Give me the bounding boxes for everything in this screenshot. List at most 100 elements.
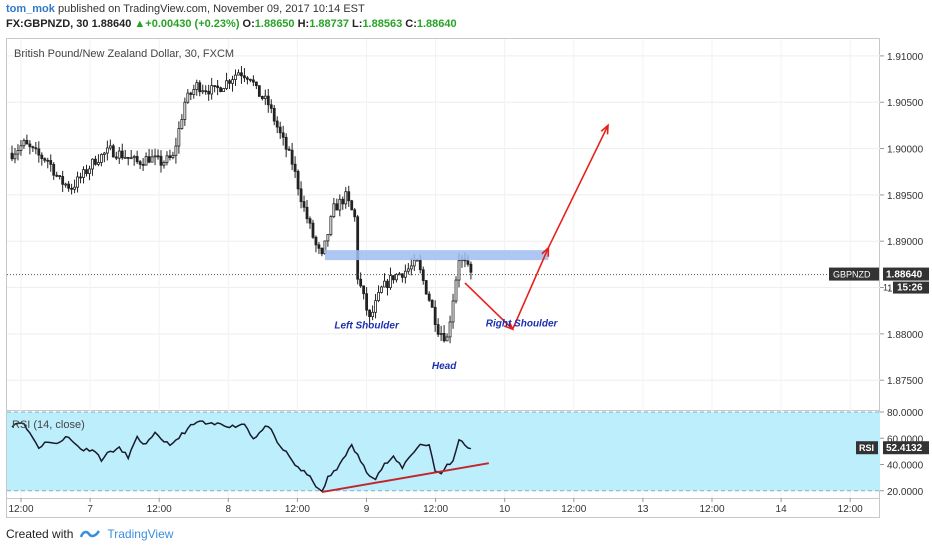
time-tick-label: 7 [87,504,93,515]
rsi-tick-label: 20.0000 [887,487,924,498]
candle-body [234,74,237,81]
candle-body [326,234,330,242]
candle-body [189,92,193,95]
rsi-tick-label: 40.0000 [887,461,924,472]
candle-body [198,82,202,93]
candle-body [147,156,151,163]
candle-body [55,174,59,177]
candle-body [356,216,360,280]
candle-body [183,101,187,120]
candle-body [418,259,422,271]
candle-body [141,163,145,166]
candle-body [442,333,446,342]
candle-body [100,154,103,163]
candle-body [246,77,249,80]
candle-body [105,147,109,154]
candle-body [302,201,306,208]
price-axis[interactable]: 1.910001.905001.900001.895001.890001.885… [829,52,929,498]
candle-body [159,155,163,166]
candle-body [395,273,398,281]
candle-body [362,285,366,295]
candle-body [430,299,434,308]
candle-body [186,92,190,103]
time-axis[interactable]: 12:00 7 12:00 8 12:00 9 12:00 10 12:00 13 12:00 14 1… [8,498,863,515]
rsi-band [7,411,880,492]
author-name[interactable]: tom_mok [6,3,55,15]
candle-body [251,79,255,83]
time-tick-label: 12:00 [147,504,172,515]
high-value: 1.88737 [309,18,349,30]
candle-body [415,259,419,262]
countdown-tag [893,281,929,294]
candle-body [13,153,17,160]
candle-body [97,162,100,165]
footer: Created with TradingView [6,527,173,541]
price-tick-label: 1.89000 [887,237,924,248]
annotations: Left Shoulder Head Right Shoulder [7,123,880,372]
rsi-title: RSI (14, close) [12,419,85,431]
candle-body [389,275,392,289]
candle-body [269,104,273,109]
arrow-head [600,123,609,135]
publish-info: tom_mok published on TradingView.com, No… [6,3,365,15]
candle-body [25,140,29,145]
candle-body [31,146,35,149]
projection-arrow [464,282,514,330]
candle-body [266,95,270,106]
candle-body [284,136,288,150]
candle-body [359,278,363,287]
candle-body [111,145,115,158]
candle-body [43,158,47,161]
candle-body [177,128,181,147]
candle-body [22,140,26,147]
candle-body [293,163,297,172]
grid [7,39,880,498]
candle-body [237,72,240,76]
candle-body [153,155,157,158]
time-tick-label: 8 [226,504,232,515]
candle-body [406,268,410,272]
candle-body [222,88,225,93]
candle-body [439,333,443,335]
candle-body [67,183,71,189]
candle-body [34,147,38,150]
candle-body [296,170,300,190]
time-tick-label: 10 [499,504,511,515]
time-tick-label: 12:00 [285,504,310,515]
candle-body [254,81,258,87]
candle-body [219,87,223,93]
candle-body [174,145,178,156]
candle-body [46,159,50,162]
candle-body [171,154,175,159]
rsi-pane: RSI 52.4132 [11,420,929,494]
candle-body [335,203,339,211]
candle-body [91,158,94,170]
candle-body [329,216,333,235]
candle-body [290,149,294,165]
candle-body [275,120,279,128]
candle-body [40,154,44,160]
candle-body [195,82,199,90]
candle-body [341,198,345,205]
candle-body [272,107,276,122]
candle-body [287,148,291,151]
rsi-band-fill [7,412,880,491]
candle-body [156,155,160,158]
candle-body [320,247,324,255]
candle-body [260,96,264,99]
rsi-value: 52.4132 [886,443,923,454]
candle-body [377,292,380,302]
candle-body [424,280,428,295]
candle-body [123,156,127,159]
candle-body [73,186,76,190]
candle-body [228,80,231,84]
candle-body [332,203,336,218]
rsi-tick-label: 80.0000 [887,408,924,419]
symbol-label: FX:GBPNZD, 30 [6,18,89,30]
candle-body [278,126,282,134]
candle-body [350,200,354,211]
candle-body [94,158,97,165]
candle-body [371,311,374,317]
tradingview-brand[interactable]: TradingView [107,527,174,541]
